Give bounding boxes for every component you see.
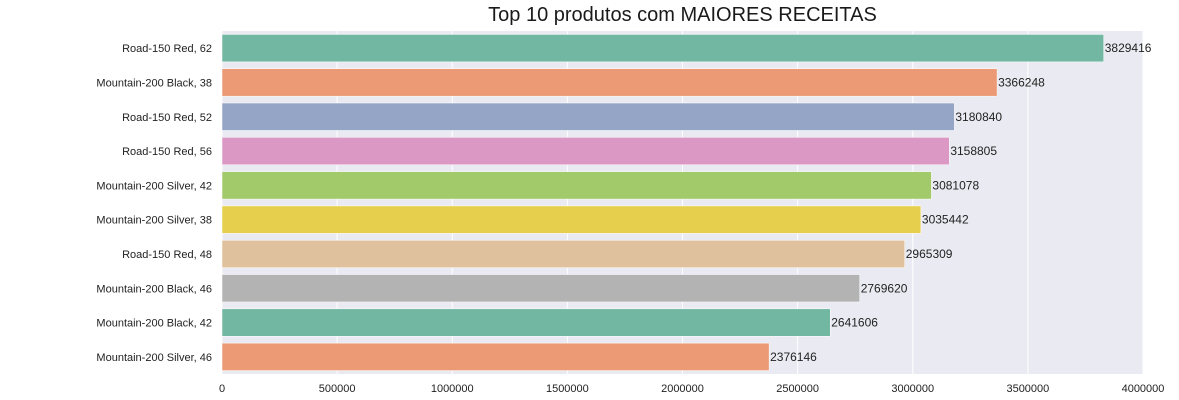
category-label: Mountain-200 Black, 42 [96,318,212,330]
bar-value-label: 2641606 [831,316,878,330]
category-label: Road-150 Red, 48 [122,249,212,261]
bar-value-label: 3829416 [1105,41,1152,55]
bar-value-label: 3081078 [932,178,979,192]
bar [221,342,770,371]
x-tick-label: 0 [219,383,225,395]
bar [221,239,906,268]
category-label: Mountain-200 Black, 46 [96,283,212,295]
category-label: Road-150 Red, 52 [122,112,212,124]
x-tick-label: 1000000 [431,383,474,395]
chart-title: Top 10 produtos com MAIORES RECEITAS [488,4,877,26]
bar-value-label: 3158805 [950,144,997,158]
category-label: Mountain-200 Silver, 42 [96,180,212,192]
bar [221,102,955,131]
x-tick-label: 3500000 [1006,383,1049,395]
bar-value-label: 2769620 [861,281,908,295]
bar [221,68,998,97]
bar-value-label: 2376146 [770,350,817,364]
bars [221,34,1104,371]
x-tick-label: 1500000 [546,383,589,395]
x-axis-ticks: 0 500000 1000000 1500000 2000000 2500000 30000… [219,383,1164,395]
category-label: Mountain-200 Silver, 38 [96,215,212,227]
bar [221,274,860,303]
bar-value-label: 3035442 [922,213,969,227]
x-tick-label: 500000 [319,383,356,395]
bar-value-label: 3180840 [955,110,1002,124]
bar [221,34,1104,63]
bar [221,205,922,234]
bar-value-label: 3366248 [998,75,1045,89]
bar-value-label: 2965309 [906,247,953,261]
x-tick-label: 2500000 [776,383,819,395]
bar [221,171,932,200]
category-label: Road-150 Red, 62 [122,43,212,55]
category-label: Road-150 Red, 56 [122,146,212,158]
category-label: Mountain-200 Silver, 46 [96,352,212,364]
category-label: Mountain-200 Black, 38 [96,77,212,89]
category-labels: Road-150 Red, 62 Mountain-200 Black, 38 Ro… [96,43,212,364]
data-labels: 3829416 3366248 3180840 3158805 3081078 30354… [770,41,1152,364]
bar [221,137,950,166]
x-tick-label: 2000000 [661,383,704,395]
x-tick-label: 3000000 [891,383,934,395]
bar [221,308,831,337]
x-tick-label: 4000000 [1122,383,1165,395]
